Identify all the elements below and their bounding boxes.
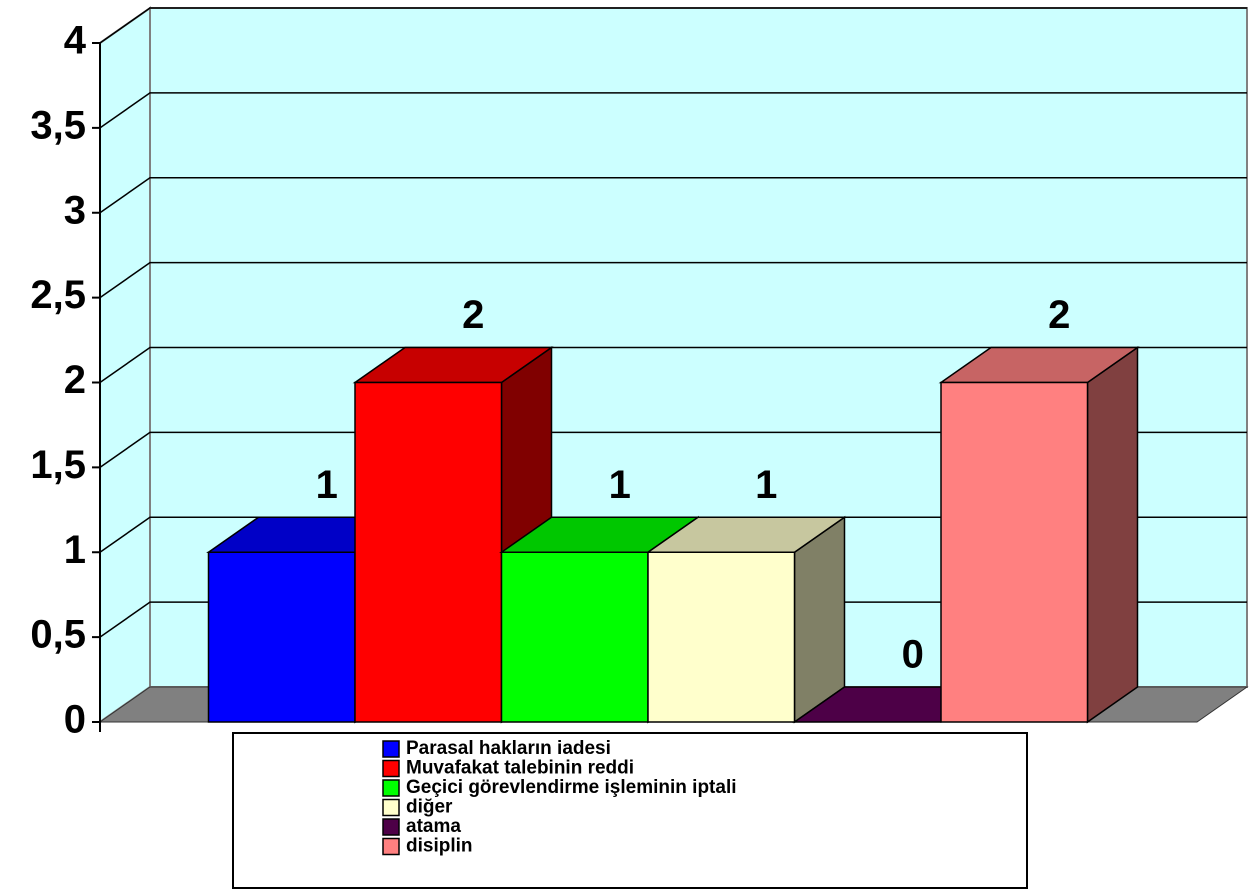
y-tick-label: 0	[64, 698, 86, 742]
data-label: 2	[462, 293, 484, 337]
y-tick-label: 1	[64, 528, 86, 572]
bar	[647, 551, 796, 723]
grid-line	[99, 7, 1247, 44]
grid-line	[99, 601, 1247, 638]
bar	[500, 551, 649, 723]
data-label: 0	[902, 633, 924, 677]
y-tick-label: 1,5	[30, 443, 86, 487]
legend-label: Muvafakat talebinin reddi	[406, 758, 634, 779]
legend-label: diğer	[406, 797, 453, 818]
grid-line	[99, 431, 1247, 468]
grid-line	[99, 177, 1247, 214]
data-label: 1	[609, 463, 631, 507]
legend-label: Parasal hakların iadesi	[406, 738, 611, 759]
bar-side	[793, 515, 846, 724]
y-tick-label: 4	[64, 19, 87, 63]
legend-swatch	[382, 779, 400, 797]
y-tick-label: 2	[64, 358, 86, 402]
y-tick-label: 0,5	[30, 613, 86, 657]
grid-line	[99, 92, 1247, 129]
bar	[207, 551, 356, 723]
legend-swatch	[382, 837, 400, 856]
legend-label: disiplin	[406, 836, 473, 857]
legend-swatch	[382, 798, 400, 817]
bar-side	[1086, 346, 1139, 724]
y-tick-label: 3	[64, 188, 86, 232]
grid-line	[99, 346, 1247, 384]
grid-line	[99, 516, 1247, 553]
bar	[354, 381, 503, 723]
data-label: 1	[316, 463, 338, 507]
data-label: 1	[755, 463, 777, 507]
legend-label: atama	[406, 816, 461, 837]
legend-label: Geçici görevlendirme işleminin iptali	[406, 777, 737, 798]
legend-swatch	[382, 818, 400, 836]
legend-swatch	[382, 759, 400, 778]
data-label: 2	[1048, 293, 1070, 337]
legend-box	[232, 732, 1028, 889]
bar	[940, 381, 1089, 723]
grid-line	[99, 261, 1247, 299]
legend-swatch	[382, 740, 400, 758]
y-tick-label: 2,5	[30, 273, 86, 317]
y-tick-label: 3,5	[30, 103, 86, 147]
